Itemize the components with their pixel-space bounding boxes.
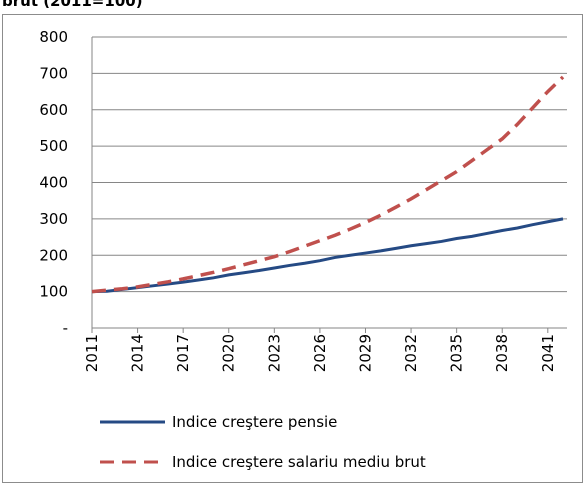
x-tick-label: 2032 <box>402 334 420 372</box>
chart-title: brut (2011=100) <box>2 0 143 10</box>
data-line <box>91 75 565 294</box>
x-tick-label: 2014 <box>129 334 147 372</box>
y-tick-label: 700 <box>39 64 68 82</box>
x-tick-label: 2023 <box>265 334 283 372</box>
legend-label: Indice creştere pensie <box>172 413 337 431</box>
x-tick-label: 2041 <box>539 334 557 372</box>
y-tick-label: 300 <box>39 210 68 228</box>
y-tick-label: 500 <box>39 137 68 155</box>
x-tick-label: 2020 <box>220 334 238 372</box>
x-tick-label: 2029 <box>356 334 374 372</box>
x-tick-label: 2038 <box>493 334 511 372</box>
y-tick-label: 600 <box>39 101 68 119</box>
y-tick-label: 100 <box>39 283 68 301</box>
x-tick-label: 2035 <box>448 334 466 372</box>
y-tick-label: 800 <box>39 28 68 46</box>
x-tick-label: 2017 <box>174 334 192 372</box>
x-tick-label: 2026 <box>311 334 329 372</box>
y-tick-label: 200 <box>39 246 68 264</box>
x-tick-label: 2011 <box>83 334 101 372</box>
data-line <box>91 217 564 294</box>
y-tick-label: - <box>63 319 68 337</box>
legend-label: Indice creştere salariu mediu brut <box>172 453 426 471</box>
y-tick-label: 400 <box>39 174 68 192</box>
